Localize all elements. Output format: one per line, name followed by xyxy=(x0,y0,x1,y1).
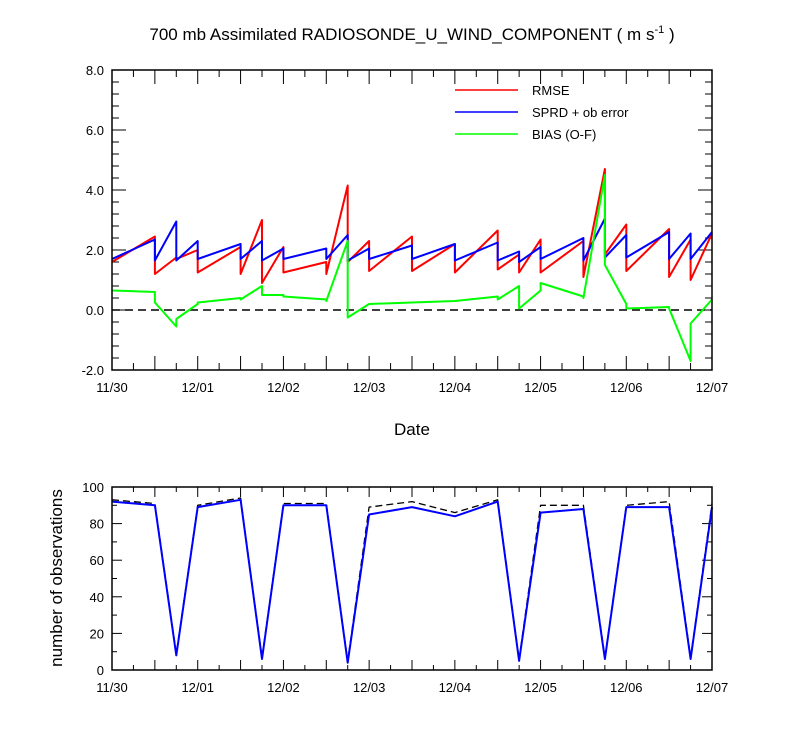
y-tick-label: 8.0 xyxy=(86,63,104,78)
x-tick-label: 12/07 xyxy=(696,680,729,695)
top-x-axis-title: Date xyxy=(394,420,430,439)
top-plot: 11/30 12/01 12/02 12/03 12/04 12/05 12/06 12/07… xyxy=(82,63,729,439)
bottom-tick-labels: 11/30 12/01 12/02 12/03 12/04 12/05 12/06 12/07… xyxy=(82,480,728,695)
x-tick-label: 12/04 xyxy=(439,680,472,695)
x-tick-label: 11/30 xyxy=(96,380,128,395)
y-tick-label: 4.0 xyxy=(86,183,104,198)
series-line-obs_total xyxy=(111,497,713,662)
chart-title: 700 mb Assimilated RADIOSONDE_U_WIND_COM… xyxy=(149,24,674,44)
bottom-plot: 11/30 12/01 12/02 12/03 12/04 12/05 12/06 12/07… xyxy=(47,480,728,695)
top-series-lines xyxy=(111,168,713,362)
x-tick-label: 12/04 xyxy=(439,380,472,395)
x-tick-label: 12/07 xyxy=(696,380,729,395)
series-line-sprd xyxy=(111,217,713,263)
bottom-y-axis-title: number of observations xyxy=(47,489,66,667)
y-tick-label: 0.0 xyxy=(86,303,104,318)
x-tick-label: 12/02 xyxy=(267,380,300,395)
legend: RMSE SPRD + ob error BIAS (O-F) xyxy=(455,83,629,142)
legend-label-bias: BIAS (O-F) xyxy=(532,127,596,142)
y-tick-label: 20 xyxy=(90,626,104,641)
bottom-series-lines xyxy=(111,497,713,664)
y-tick-label: 0 xyxy=(97,663,104,678)
x-tick-label: 12/06 xyxy=(610,680,643,695)
x-tick-label: 12/06 xyxy=(610,380,643,395)
y-tick-label: 2.0 xyxy=(86,243,104,258)
x-tick-label: 11/30 xyxy=(96,680,128,695)
bottom-plot-frame xyxy=(111,486,713,671)
y-tick-label: 6.0 xyxy=(86,123,104,138)
legend-label-sprd: SPRD + ob error xyxy=(532,105,629,120)
x-tick-label: 12/02 xyxy=(267,680,300,695)
y-tick-label: 100 xyxy=(82,480,104,495)
y-tick-label: -2.0 xyxy=(82,363,104,378)
y-tick-label: 60 xyxy=(90,553,104,568)
series-line-obs_used xyxy=(111,498,713,664)
y-tick-label: 40 xyxy=(90,590,104,605)
series-line-bias xyxy=(111,174,713,362)
x-tick-label: 12/03 xyxy=(353,680,386,695)
x-tick-label: 12/05 xyxy=(524,680,557,695)
y-tick-label: 80 xyxy=(90,517,104,532)
x-tick-label: 12/01 xyxy=(181,680,214,695)
x-tick-label: 12/05 xyxy=(524,380,557,395)
series-line-rmse xyxy=(111,168,713,284)
x-tick-label: 12/03 xyxy=(353,380,386,395)
x-tick-label: 12/01 xyxy=(181,380,214,395)
legend-label-rmse: RMSE xyxy=(532,83,570,98)
top-plot-frame xyxy=(111,69,713,371)
top-tick-labels: 11/30 12/01 12/02 12/03 12/04 12/05 12/06 12/07… xyxy=(82,63,729,395)
bottom-axis-ticks xyxy=(111,486,713,671)
